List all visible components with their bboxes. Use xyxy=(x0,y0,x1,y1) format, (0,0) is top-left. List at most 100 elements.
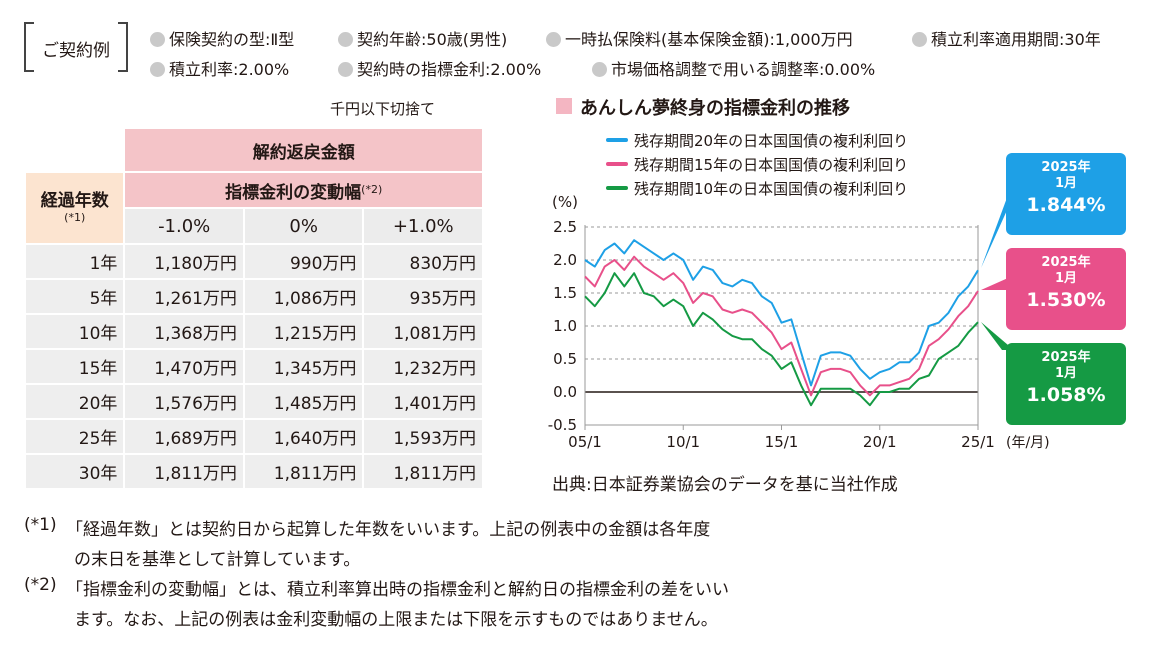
legend-item: 残存期間20年の日本国国債の複利利回り xyxy=(606,130,908,151)
example-label: ご契約例 xyxy=(42,41,110,61)
y-tick-label: 0.0 xyxy=(553,383,577,401)
example-item: 積立利率:2.00% xyxy=(150,56,289,80)
x-tick-label: 15/1 xyxy=(765,433,799,451)
x-tick-label: 10/1 xyxy=(666,433,700,451)
table-cell: 1,593万円 xyxy=(362,418,484,455)
table-cell: 1,640万円 xyxy=(242,418,365,455)
table-header-sub: 指標金利の変動幅(*2) xyxy=(123,171,484,209)
table-cell: 1,081万円 xyxy=(362,313,484,350)
y-axis-label: (%) xyxy=(552,193,578,211)
y-tick-label: 1.5 xyxy=(553,284,577,302)
table-cell: 1,180万円 xyxy=(123,243,245,280)
x-tick-label: 05/1 xyxy=(568,433,602,451)
footnote-text: ます。なお、上記の例表は金利変動幅の上限または下限を示すものではありません。 xyxy=(74,610,718,630)
table-col-header: +1.0% xyxy=(362,207,484,245)
callout-pointers xyxy=(981,195,1008,350)
example-item: 一時払保険料(基本保険金額):1,000万円 xyxy=(546,26,853,50)
table-row: 10年 1,368万円 1,215万円 1,081万円 xyxy=(23,313,484,350)
series-line-1 xyxy=(584,255,979,397)
table-cell: 990万円 xyxy=(242,243,365,280)
table-row: 25年 1,689万円 1,640万円 1,593万円 xyxy=(23,418,484,455)
line-chart: (%) 2.5 2.0 1.5 1.0 0.5 0.0 -0.505/1 10/1 15/1 20/… xyxy=(548,193,1050,451)
y-tick-label: 1.0 xyxy=(553,317,577,335)
y-tick-label: -0.5 xyxy=(548,416,577,434)
footnote-text: 「指標金利の変動幅」とは、積立利率算出時の指標金利と解約日の指標金利の差をいい xyxy=(66,580,729,600)
table-cell: 830万円 xyxy=(362,243,484,280)
pointer-15y xyxy=(981,278,1008,290)
bullet-icon xyxy=(912,32,927,47)
bullet-icon xyxy=(150,62,165,77)
table-cell: 1,811万円 xyxy=(123,453,245,490)
table-cell: 1,811万円 xyxy=(242,453,365,490)
bullet-icon xyxy=(338,62,353,77)
footnote-text: 「経過年数」とは契約日から起算した年数をいいます。上記の例表中の金額は各年度 xyxy=(66,520,711,540)
example-item: 市場価格調整で用いる調整率:0.00% xyxy=(592,56,875,80)
callout-15y: 2025年 1月 1.530% xyxy=(1006,248,1126,330)
callout-20y: 2025年 1月 1.844% xyxy=(1006,153,1126,235)
series-line-2 xyxy=(584,272,979,407)
chart-title-marker xyxy=(556,98,572,114)
table-cell-year: 20年 xyxy=(23,383,126,420)
legend-item: 残存期間15年の日本国国債の複利利回り xyxy=(606,154,908,175)
example-item: 契約年齢:50歳(男性) xyxy=(338,26,507,50)
table-cell-year: 25年 xyxy=(23,418,126,455)
table-cell: 1,576万円 xyxy=(123,383,245,420)
y-tick-label: 0.5 xyxy=(553,350,577,368)
table-row: 1年 1,180万円 990万円 830万円 xyxy=(23,243,484,280)
y-tick-label: 2.0 xyxy=(553,251,577,269)
example-bracket-right xyxy=(118,22,128,72)
chart-title: あんしん夢終身の指標金利の推移 xyxy=(580,98,850,119)
table-cell-year: 10年 xyxy=(23,313,126,350)
table-cell: 1,811万円 xyxy=(362,453,484,490)
table-row: 20年 1,576万円 1,485万円 1,401万円 xyxy=(23,383,484,420)
example-item: 保険契約の型:Ⅱ型 xyxy=(150,26,294,50)
table-cell: 1,345万円 xyxy=(242,348,365,385)
callout-10y: 2025年 1月 1.058% xyxy=(1006,343,1126,425)
chart-source: 出典:日本証券業協会のデータを基に当社作成 xyxy=(552,475,898,495)
footnote-mark: (*2) xyxy=(24,575,57,595)
table-row: 30年 1,811万円 1,811万円 1,811万円 xyxy=(23,453,484,490)
example-item: 積立利率適用期間:30年 xyxy=(912,26,1101,50)
footnote-mark: (*1) xyxy=(24,515,57,535)
table-row: 5年 1,261万円 1,086万円 935万円 xyxy=(23,278,484,315)
table-cell: 1,485万円 xyxy=(242,383,365,420)
footnote-text: の末日を基準として計算しています。 xyxy=(74,550,361,570)
table-note: 千円以下切捨て xyxy=(330,100,436,118)
legend-swatch xyxy=(606,186,628,190)
legend-item: 残存期間10年の日本国国債の複利利回り xyxy=(606,178,908,199)
pointer-20y xyxy=(981,195,1008,268)
x-tick-label: 25/1 xyxy=(961,433,995,451)
table-cell: 1,232万円 xyxy=(362,348,484,385)
table-cell: 935万円 xyxy=(362,278,484,315)
table-cell: 1,086万円 xyxy=(242,278,365,315)
pointer-10y xyxy=(981,322,1008,350)
bullet-icon xyxy=(592,62,607,77)
table-cell: 1,470万円 xyxy=(123,348,245,385)
example-item: 契約時の指標金利:2.00% xyxy=(338,56,541,80)
series-line-0 xyxy=(584,239,979,387)
table-cell-year: 30年 xyxy=(23,453,126,490)
legend-swatch xyxy=(606,162,628,166)
bullet-icon xyxy=(546,32,561,47)
table-cell-year: 5年 xyxy=(23,278,126,315)
bullet-icon xyxy=(338,32,353,47)
bullet-icon xyxy=(150,32,165,47)
surrender-value-table: 解約返戻金額 経過年数 (*1) 指標金利の変動幅(*2) -1.0% 0% +1… xyxy=(23,127,484,490)
table-cell-year: 1年 xyxy=(23,243,126,280)
x-axis-label: (年/月) xyxy=(1006,435,1050,451)
legend-swatch xyxy=(606,138,628,142)
table-cell: 1,261万円 xyxy=(123,278,245,315)
table-header-main: 解約返戻金額 xyxy=(123,127,484,173)
table-cell: 1,689万円 xyxy=(123,418,245,455)
table-row: 15年 1,470万円 1,345万円 1,232万円 xyxy=(23,348,484,385)
table-cell: 1,368万円 xyxy=(123,313,245,350)
table-cell-year: 15年 xyxy=(23,348,126,385)
table-col-header: -1.0% xyxy=(123,207,245,245)
y-tick-label: 2.5 xyxy=(553,218,577,236)
table-col-header: 0% xyxy=(242,207,365,245)
x-tick-label: 20/1 xyxy=(863,433,897,451)
table-cell: 1,215万円 xyxy=(242,313,365,350)
table-header-year: 経過年数 (*1) xyxy=(23,171,126,245)
table-cell: 1,401万円 xyxy=(362,383,484,420)
example-bracket-left xyxy=(24,22,34,72)
